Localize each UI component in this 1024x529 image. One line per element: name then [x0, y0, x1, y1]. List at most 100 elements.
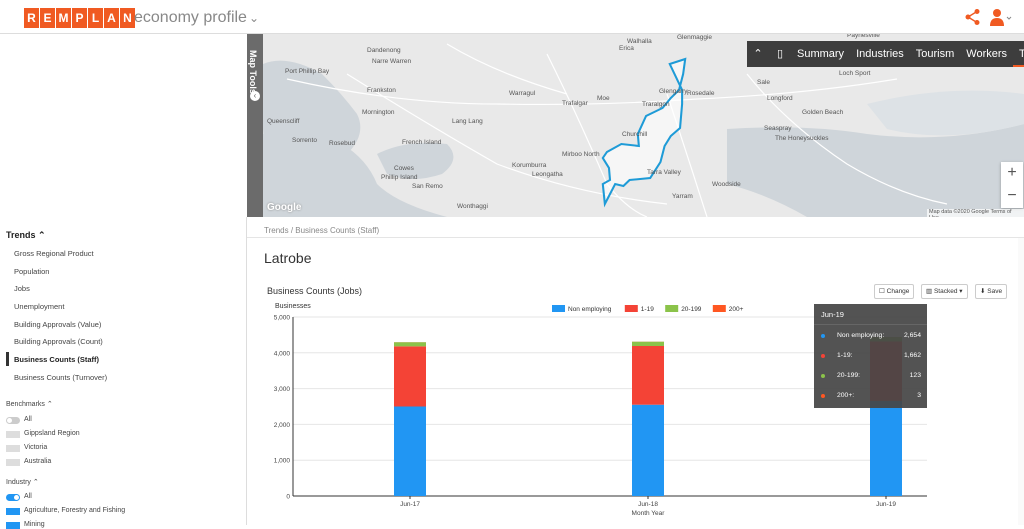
chart-tooltip: Jun-19 Non employing: 2,654 1-19: 1,662 … [814, 304, 927, 408]
sidebar-item-grp[interactable]: Gross Regional Product [14, 249, 94, 258]
zoom-out-button[interactable]: − [1001, 185, 1023, 208]
sidebar-item-business-turnover[interactable]: Business Counts (Turnover) [14, 373, 107, 382]
sidebar-item-building-value[interactable]: Building Approvals (Value) [14, 320, 101, 329]
map-place-label: Sale [757, 79, 770, 86]
tooltip-series-name: Non employing: [837, 326, 884, 346]
benchmark-australia-checkbox[interactable] [6, 459, 20, 466]
legend-swatch [625, 305, 638, 312]
nav-workers[interactable]: Workers [960, 41, 1013, 67]
logo-letter: M [56, 8, 71, 28]
benchmark-all-label: All [24, 416, 32, 423]
logo-letter: L [88, 8, 103, 28]
scrollbar[interactable] [1018, 238, 1024, 525]
map-place-label: Rosedale [687, 90, 714, 97]
map-place-label: Mornington [362, 109, 395, 116]
logo-letter: E [40, 8, 55, 28]
user-menu-icon[interactable] [988, 7, 1012, 27]
x-tick-label: Jun-19 [876, 501, 896, 508]
bar-segment [632, 342, 664, 346]
chevron-left-icon[interactable]: ‹ [250, 91, 260, 101]
map-place-label: Korumburra [512, 162, 546, 169]
benchmark-victoria-checkbox[interactable] [6, 445, 20, 452]
map-place-label: Leongatha [532, 171, 563, 178]
industry-all-toggle[interactable] [6, 494, 20, 501]
map-place-label: Wonthaggi [457, 203, 488, 210]
sidebar: Trends ⌃ Gross Regional Product Populati… [0, 217, 247, 525]
map-place-label: Loch Sport [839, 70, 870, 77]
divider [247, 237, 1024, 238]
nav-tourism[interactable]: Tourism [910, 41, 961, 67]
map-place-label: San Remo [412, 183, 443, 190]
trends-heading[interactable]: Trends ⌃ [6, 230, 46, 241]
map-place-label: Woodside [712, 181, 741, 188]
map-place-label: The Honeysuckles [775, 135, 828, 142]
map-place-label: Traralgon [642, 101, 670, 108]
bar-segment [394, 342, 426, 346]
map-place-label: Queenscliff [267, 118, 299, 125]
app-title-dropdown[interactable]: economy profile⌄ [134, 9, 259, 27]
sidebar-item-jobs[interactable]: Jobs [14, 284, 30, 293]
map-place-label: Walhalla [627, 38, 652, 45]
map-place-label: Lang Lang [452, 118, 483, 125]
save-button[interactable]: ⬇ Save [975, 284, 1007, 299]
sidebar-item-building-count[interactable]: Building Approvals (Count) [14, 337, 103, 346]
industry-agriculture-checkbox[interactable] [6, 508, 20, 515]
share-icon[interactable] [964, 8, 982, 26]
y-tick-label: 1,000 [274, 458, 291, 465]
industry-mining-checkbox[interactable] [6, 522, 20, 529]
series-dot [821, 354, 825, 358]
map-place-label: Paynesville [847, 34, 880, 39]
tooltip-series-name: 20-199: [837, 366, 860, 386]
legend-swatch [713, 305, 726, 312]
benchmark-all-toggle[interactable] [6, 417, 20, 424]
map-icon[interactable]: ▯ [769, 41, 791, 67]
logo-letter: P [72, 8, 87, 28]
chevron-down-icon: ⌄ [249, 11, 259, 25]
page-title: Latrobe [264, 250, 311, 266]
industry-agriculture-label: Agriculture, Forestry and Fishing [24, 507, 125, 514]
sidebar-item-unemployment[interactable]: Unemployment [14, 302, 64, 311]
map-place-label: Mirboo North [562, 151, 600, 158]
map-tools-panel[interactable]: Map Tools ‹ [247, 34, 263, 217]
tooltip-series-name: 200+: [837, 386, 854, 406]
legend-label: 200+ [729, 306, 744, 313]
zoom-in-button[interactable]: + [1001, 162, 1023, 185]
y-tick-label: 4,000 [274, 350, 291, 357]
map-place-label: Dandenong [367, 47, 401, 54]
map-place-label: Phillip Island [381, 174, 418, 181]
nav-trends[interactable]: Trends [1013, 41, 1024, 67]
map-place-label: Trafalgar [562, 100, 588, 107]
map-place-label: Tarra Valley [647, 169, 681, 176]
map-place-label: Churchill [622, 131, 647, 138]
legend-swatch [552, 305, 565, 312]
map-place-label: Erica [619, 45, 634, 52]
nav-summary[interactable]: Summary [791, 41, 850, 67]
x-axis-title: Month Year [632, 510, 666, 517]
stacked-dropdown[interactable]: ▥ Stacked ▾ [921, 284, 968, 299]
series-dot [821, 394, 825, 398]
tooltip-series-value: 1,662 [904, 346, 921, 366]
benchmark-gippsland-checkbox[interactable] [6, 431, 20, 438]
change-button[interactable]: ☐ Change [874, 284, 914, 299]
bar-segment [394, 346, 426, 406]
map-place-label: Glenmaggie [677, 34, 712, 41]
sidebar-item-business-staff[interactable]: Business Counts (Staff) [14, 355, 99, 364]
industry-heading[interactable]: Industry ⌃ [6, 478, 39, 486]
x-tick-label: Jun-17 [400, 501, 420, 508]
tooltip-title: Jun-19 [814, 304, 927, 325]
legend-label: Non employing [568, 306, 612, 313]
tooltip-series-value: 3 [917, 386, 921, 406]
nav-industries[interactable]: Industries [850, 41, 910, 67]
bar-segment [632, 346, 664, 405]
google-logo: Google [267, 202, 301, 213]
bar-segment [394, 407, 426, 497]
sidebar-item-population[interactable]: Population [14, 267, 49, 276]
collapse-chevron-icon[interactable]: ⌃ [747, 41, 769, 67]
benchmarks-heading[interactable]: Benchmarks ⌃ [6, 400, 53, 408]
series-dot [821, 374, 825, 378]
map-credit[interactable]: Map data ©2020 Google Terms of Use [927, 209, 1024, 217]
tooltip-series-value: 123 [910, 366, 921, 386]
